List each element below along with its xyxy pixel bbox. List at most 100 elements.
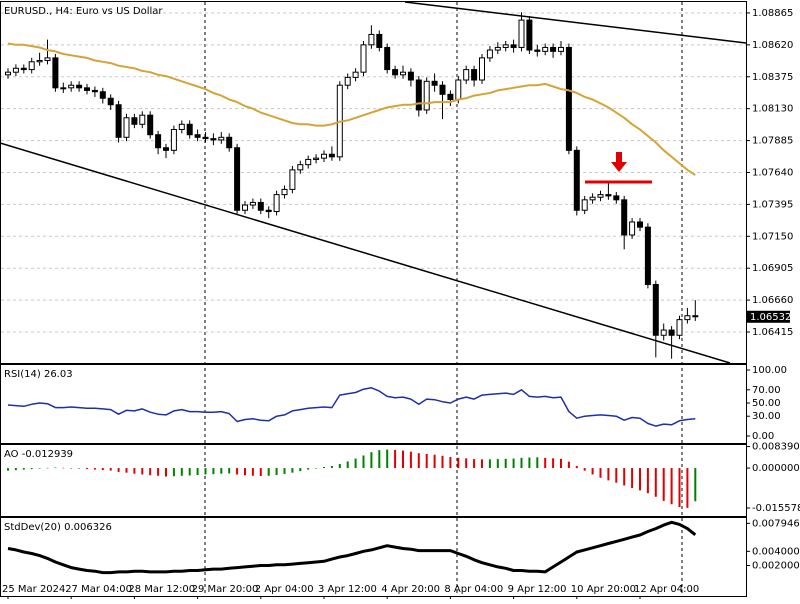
candle-body	[321, 153, 327, 159]
ao-bar	[654, 468, 657, 497]
candle-body	[344, 76, 351, 86]
y-tick-label: 1.08865	[752, 8, 793, 19]
ao-bar	[512, 458, 515, 469]
candle-body	[328, 153, 335, 158]
ao-bar	[141, 468, 144, 475]
candle-body	[147, 114, 154, 136]
ao-bar	[378, 450, 381, 469]
ao-bar	[220, 468, 223, 474]
indicator-line	[7, 520, 697, 575]
x-tick-label: 3 Apr 12:00	[318, 584, 377, 595]
y-tick-label: 0.002000	[752, 561, 800, 572]
candle-body	[597, 194, 604, 198]
ao-bar	[457, 457, 460, 469]
panel-title: StdDev(20) 0.006326	[4, 522, 112, 533]
candle-body	[131, 117, 138, 125]
ao-bar	[646, 468, 649, 494]
candle-body	[407, 71, 414, 81]
candle-body	[668, 329, 675, 336]
candle-body	[676, 319, 683, 336]
candle-body	[210, 138, 217, 141]
y-tick-label: 0.000000	[752, 463, 800, 474]
ao-bar	[117, 468, 120, 472]
candle-body	[613, 195, 620, 201]
indicator-line	[7, 387, 696, 427]
ao-bar	[267, 468, 270, 476]
candle-body	[479, 57, 485, 81]
ao-bar	[425, 453, 428, 469]
candle-body	[494, 46, 501, 51]
ao-bar	[639, 468, 641, 491]
ao-bar	[504, 458, 507, 469]
trend-line	[404, 1, 747, 44]
ao-bar	[172, 468, 175, 477]
candle-body	[400, 71, 406, 76]
y-tick-label: 1.06905	[752, 263, 793, 274]
ao-bar	[544, 457, 547, 469]
x-tick-label: 29 Mar 20:00	[192, 584, 259, 595]
candle-body	[139, 114, 146, 125]
candle-body	[455, 79, 462, 101]
candle-body	[463, 69, 470, 81]
ao-bar	[244, 468, 246, 476]
candle-body	[629, 221, 636, 236]
ao-bar	[599, 468, 602, 478]
y-tick-label: 50.00	[752, 398, 781, 409]
ao-bar	[417, 453, 420, 469]
candle-body	[28, 61, 35, 71]
arrow-icon	[611, 152, 627, 172]
panel-title: EURUSD., H4: Euro vs US Dollar	[4, 6, 163, 17]
ao-bar	[212, 468, 215, 475]
ao-bar	[259, 468, 262, 477]
ao-bar	[46, 467, 49, 469]
ao-bar	[402, 450, 404, 469]
candle-body	[186, 123, 193, 136]
candle-body	[265, 209, 272, 213]
ao-bar	[686, 468, 689, 508]
y-tick-label: 1.06415	[752, 327, 793, 338]
candle-body	[589, 196, 596, 201]
y-tick-label: 0.004000	[752, 546, 800, 557]
candle-body	[257, 201, 264, 211]
candle-body	[242, 204, 248, 211]
ao-bar	[536, 457, 539, 469]
ao-bar	[236, 468, 239, 475]
candle-body	[384, 46, 391, 71]
ao-bar	[38, 468, 41, 469]
panel-title: AO -0.012939	[4, 449, 73, 460]
candle-body	[652, 283, 659, 336]
moving-average	[7, 42, 696, 176]
y-tick-label: 30.00	[752, 411, 781, 422]
y-tick-label: 0.007946	[752, 518, 800, 529]
candle-body	[534, 49, 541, 52]
main-panel	[0, 1, 747, 364]
candle-body	[471, 69, 478, 81]
candle-body	[644, 226, 651, 285]
candle-body	[526, 19, 533, 51]
candle-body	[194, 134, 201, 138]
candle-body	[352, 71, 359, 78]
y-tick-label: 1.08130	[752, 104, 793, 115]
ao-bar	[165, 468, 167, 477]
candle-body	[542, 46, 549, 52]
candle-body	[123, 117, 130, 138]
y-tick-label: 1.07395	[752, 199, 793, 210]
candle-body	[376, 33, 383, 48]
ao-bar	[86, 468, 88, 470]
candle-body	[76, 84, 83, 89]
candle-body	[163, 147, 169, 151]
y-tick-label: 1.08375	[752, 72, 793, 83]
candle-body	[510, 44, 517, 48]
price-tag-label: 1.06532	[750, 312, 791, 323]
ao-bar	[70, 468, 73, 469]
ao-bar	[607, 468, 610, 481]
candle-body	[684, 315, 691, 321]
ao-bar	[188, 468, 191, 476]
ao-bar	[670, 468, 673, 505]
y-tick-label: 70.00	[752, 385, 781, 396]
ao-bar	[157, 468, 160, 476]
ao-bar	[496, 459, 499, 469]
candle-body	[423, 80, 430, 111]
